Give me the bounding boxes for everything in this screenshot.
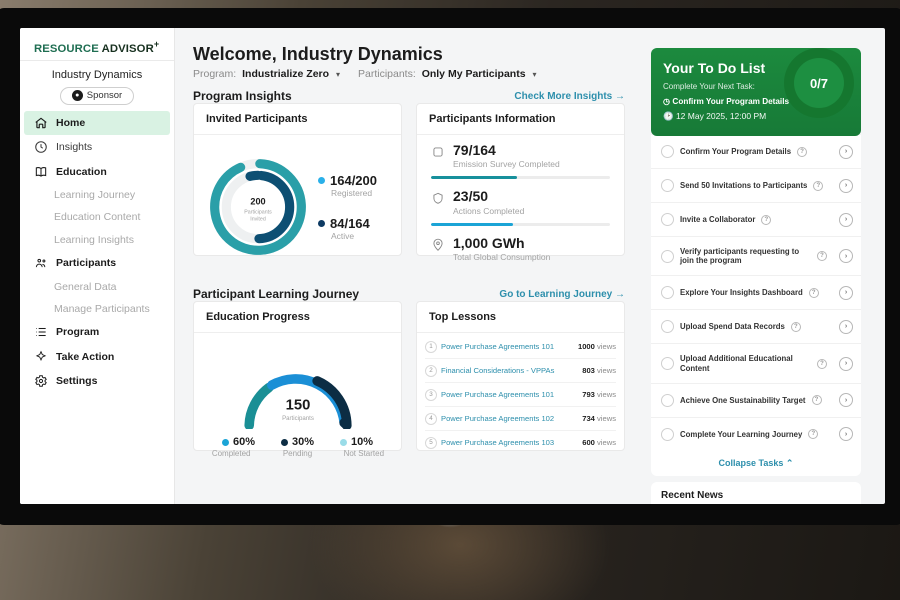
svg-text:Participants: Participants <box>244 210 272 216</box>
svg-text:Participants: Participants <box>282 415 314 422</box>
svg-text:Invited: Invited <box>250 216 266 222</box>
svg-text:200: 200 <box>250 197 265 207</box>
svg-text:150: 150 <box>285 398 310 414</box>
